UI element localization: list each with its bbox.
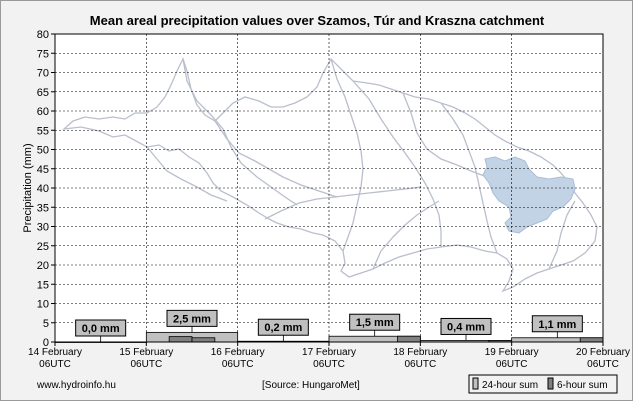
y-tick-label: 35 bbox=[37, 202, 49, 214]
y-tick-label: 70 bbox=[37, 68, 49, 80]
data-label: 1,1 mm bbox=[538, 319, 576, 331]
data-label: 0,0 mm bbox=[82, 323, 120, 335]
legend-swatch-6h bbox=[547, 377, 554, 390]
axes-layer: 0 5 10 15 20 25 30 35 40 45 50 55 60 65 70 75 80 14 Febru… bbox=[28, 29, 630, 370]
y-tick-label: 5 bbox=[43, 318, 49, 330]
legend: 24-hour sum 6-hour sum bbox=[468, 374, 618, 394]
data-label-box bbox=[166, 309, 218, 327]
data-label: 0,2 mm bbox=[264, 322, 302, 334]
x-tick-time: 06UTC bbox=[587, 359, 619, 370]
y-tick-label: 65 bbox=[37, 87, 49, 99]
y-tick-label: 50 bbox=[37, 145, 49, 157]
y-tick-label: 60 bbox=[37, 106, 49, 118]
y-tick-label: 55 bbox=[37, 125, 49, 137]
legend-box bbox=[468, 374, 618, 394]
y-tick-label: 45 bbox=[37, 164, 49, 176]
y-tick-label: 0 bbox=[43, 337, 49, 349]
x-tick-date: 15 February bbox=[119, 347, 173, 358]
x-tick-date: 14 February bbox=[28, 347, 82, 358]
bar-6h bbox=[397, 335, 421, 343]
x-tick-time: 06UTC bbox=[130, 359, 162, 370]
legend-label-24h: 24-hour sum bbox=[482, 380, 538, 391]
data-label: 0,4 mm bbox=[447, 321, 485, 333]
y-tick-label: 75 bbox=[37, 48, 49, 60]
x-tick-date: 19 February bbox=[485, 347, 539, 358]
data-label-box bbox=[257, 318, 309, 336]
y-tick-label: 20 bbox=[37, 260, 49, 272]
y-tick-label: 25 bbox=[37, 241, 49, 253]
x-tick-time: 06UTC bbox=[39, 359, 71, 370]
x-tick-time: 06UTC bbox=[496, 359, 528, 370]
plot-border bbox=[54, 33, 604, 343]
data-label-box bbox=[440, 317, 492, 335]
x-tick-time: 06UTC bbox=[404, 359, 436, 370]
plot-grid bbox=[55, 34, 603, 342]
x-tick-time: 06UTC bbox=[222, 359, 254, 370]
x-tick-date: 18 February bbox=[393, 347, 447, 358]
y-tick-label: 40 bbox=[37, 183, 49, 195]
y-tick-label: 80 bbox=[37, 29, 49, 41]
y-tick-label: 10 bbox=[37, 299, 49, 311]
x-tick-date: 17 February bbox=[302, 347, 356, 358]
chart-title: Mean areal precipitation values over Sza… bbox=[90, 13, 545, 28]
bar-6h bbox=[168, 336, 193, 343]
y-tick-label: 30 bbox=[37, 222, 49, 234]
catchment-area-highlight bbox=[482, 156, 576, 234]
source-note: [Source: HungaroMet] bbox=[262, 380, 360, 391]
legend-swatch-24h bbox=[472, 377, 479, 390]
bar-6h bbox=[191, 337, 216, 343]
legend-label-6h: 6-hour sum bbox=[557, 380, 608, 391]
data-label-box bbox=[349, 313, 401, 331]
y-axis-label: Precipitation (mm) bbox=[22, 143, 34, 232]
x-tick-date: 20 February bbox=[576, 347, 630, 358]
y-tick-label: 15 bbox=[37, 279, 49, 291]
data-label-box bbox=[75, 319, 127, 337]
bar-6h bbox=[579, 337, 604, 343]
data-label-box bbox=[531, 315, 583, 333]
data-label: 2,5 mm bbox=[173, 313, 211, 325]
x-tick-date: 16 February bbox=[211, 347, 265, 358]
x-tick-time: 06UTC bbox=[313, 359, 345, 370]
data-label: 1,5 mm bbox=[356, 317, 394, 329]
website-link[interactable]: www.hydroinfo.hu bbox=[36, 380, 116, 391]
